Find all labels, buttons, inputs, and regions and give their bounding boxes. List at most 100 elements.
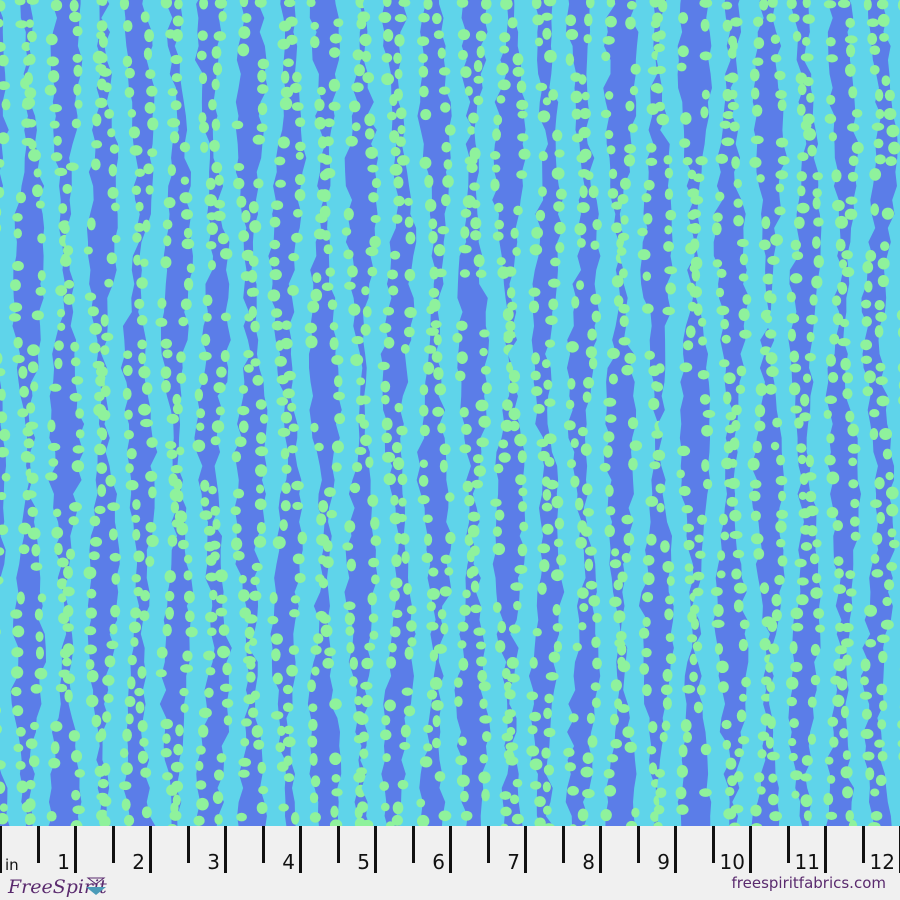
fabric-dot [713, 604, 724, 617]
fabric-dot [566, 341, 579, 353]
fabric-dot [885, 471, 894, 481]
fabric-dot [331, 440, 344, 454]
fabric-dot [518, 487, 528, 497]
fabric-dot [516, 80, 527, 93]
fabric-dot [89, 342, 101, 354]
fabric-dot [775, 520, 787, 533]
fabric-dot [62, 643, 75, 656]
fabric-dot [619, 268, 628, 279]
fabric-dot [179, 687, 189, 697]
fabric-dot [167, 88, 178, 97]
fabric-dot [881, 75, 891, 87]
fabric-dot [329, 322, 339, 331]
fabric-dot [121, 762, 133, 775]
fabric-dot [352, 49, 364, 61]
fabric-dot [587, 328, 597, 341]
fabric-dot [875, 774, 887, 786]
fabric-dot [617, 704, 630, 713]
fabric-dot [480, 12, 493, 24]
fabric-dot [359, 748, 369, 759]
fabric-dot [652, 382, 664, 392]
fabric-dot [351, 122, 361, 132]
fabric-dot [811, 573, 822, 584]
fabric-dot [750, 135, 764, 145]
fabric-dot [528, 300, 540, 314]
fabric-dot [322, 657, 334, 669]
fabric-dot [83, 246, 93, 255]
ruler-minor-tick [636, 826, 640, 863]
fabric-dot [771, 609, 782, 622]
fabric-dot [792, 31, 802, 42]
fabric-dot [840, 638, 854, 648]
fabric-dot [897, 327, 900, 338]
fabric-dot [897, 720, 900, 729]
fabric-dot [479, 754, 489, 764]
fabric-dot [728, 458, 738, 468]
fabric-dot [72, 445, 85, 454]
fabric-dot [538, 186, 547, 197]
fabric-dot [678, 12, 689, 24]
fabric-dot [844, 35, 858, 44]
fabric-dot [55, 285, 68, 296]
fabric-dot [877, 750, 888, 762]
fabric-dot [50, 0, 63, 12]
fabric-dot [460, 810, 473, 821]
fabric-dot [848, 819, 858, 826]
fabric-dot [766, 366, 779, 377]
fabric-dot [433, 30, 445, 39]
fabric-dot [238, 589, 250, 602]
fabric-dot [842, 750, 852, 761]
fabric-dot [531, 386, 543, 397]
fabric-dot [283, 773, 295, 783]
fabric-dot [631, 807, 640, 818]
fabric-dot [457, 29, 471, 41]
fabric-dot [100, 345, 110, 356]
fabric-dot [871, 569, 884, 578]
fabric-dot [508, 407, 521, 421]
fabric-dot [738, 308, 750, 321]
fabric-dot [459, 444, 472, 454]
fabric-dot [143, 47, 153, 61]
fabric-dot [281, 464, 292, 474]
fabric-dot [842, 388, 853, 400]
fabric-dot [611, 222, 623, 233]
fabric-dot [233, 488, 245, 499]
fabric-dot [71, 789, 81, 801]
fabric-dot [196, 50, 207, 61]
ruler-minor-tick [261, 826, 265, 863]
fabric-dot [251, 562, 263, 572]
fabric-dot [665, 653, 677, 665]
fabric-dot [460, 66, 472, 78]
fabric-dot [655, 787, 667, 799]
fabric-dot [715, 153, 729, 164]
fabric-dot [206, 627, 217, 636]
fabric-dot [428, 218, 438, 230]
fabric-dot [209, 139, 220, 152]
fabric-dot [832, 199, 845, 212]
fabric-dot [492, 231, 504, 241]
fabric-dot [860, 658, 871, 672]
fabric-dot [541, 747, 551, 759]
fabric-dot [324, 647, 336, 657]
fabric-dot [848, 86, 858, 99]
fabric-dot [865, 639, 877, 648]
fabric-dot [10, 609, 23, 619]
fabric-dot [288, 645, 300, 655]
fabric-dot [0, 524, 9, 536]
fabric-dot [401, 687, 414, 696]
ruler-major-tick [599, 826, 602, 873]
fabric-dot [607, 347, 620, 360]
fabric-dot [220, 312, 232, 322]
fabric-dot [646, 746, 657, 755]
fabric-dot [99, 795, 112, 807]
fabric-dot [874, 89, 884, 102]
fabric-stripe [767, 0, 807, 826]
fabric-dot [741, 676, 751, 688]
fabric-dot [62, 673, 76, 684]
fabric-dot [432, 715, 441, 728]
fabric-dot [840, 357, 851, 371]
fabric-dot [0, 428, 11, 441]
fabric-dot [611, 275, 624, 288]
fabric-dot [542, 523, 554, 535]
fabric-dot [21, 41, 32, 52]
